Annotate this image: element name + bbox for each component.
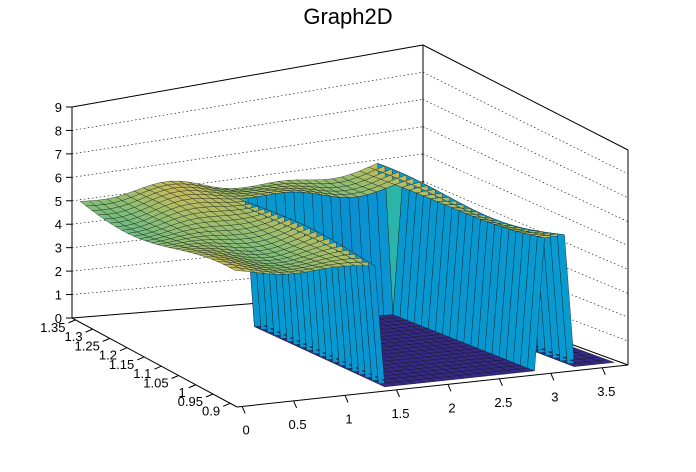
y-tick xyxy=(205,393,214,398)
z-tick-label: 5 xyxy=(55,194,62,209)
z-tick-label: 2 xyxy=(55,264,62,279)
x-tick-label: 3 xyxy=(551,389,558,404)
grid-line-left-wall xyxy=(71,99,424,155)
x-tick xyxy=(344,395,349,403)
x-tick-label: 2.5 xyxy=(494,395,512,410)
y-tick-label: 1.25 xyxy=(75,338,100,353)
y-tick-label: 1.35 xyxy=(40,320,65,335)
surface xyxy=(79,163,615,388)
x-tick xyxy=(550,373,555,381)
x-tick-label: 1.5 xyxy=(391,406,409,421)
y-tick xyxy=(154,365,162,370)
grid-line-right-wall xyxy=(422,126,629,222)
x-tick xyxy=(447,384,452,392)
z-tick-label: 4 xyxy=(55,217,62,232)
grid-line-left-wall xyxy=(71,262,424,295)
x-tick-label: 1 xyxy=(345,411,352,426)
z-tick-label: 7 xyxy=(55,147,62,162)
z-tick-label: 9 xyxy=(55,100,62,115)
y-tick-label: 0.9 xyxy=(202,403,220,418)
y-tick xyxy=(222,402,231,407)
y-tick-label: 1.1 xyxy=(133,366,151,381)
y-tick xyxy=(68,319,76,324)
x-axis-line xyxy=(236,364,629,408)
y-tick xyxy=(85,328,93,333)
y-tick-label: 1 xyxy=(179,385,186,400)
z-tick-label: 1 xyxy=(55,288,62,303)
x-tick-label: 3.5 xyxy=(597,384,615,399)
y-tick-label: 1.05 xyxy=(143,375,168,390)
y-tick-label: 0.95 xyxy=(178,394,203,409)
grid-line-left-wall xyxy=(71,153,424,202)
x-tick-label: 2 xyxy=(448,400,455,415)
grid-line-right-wall xyxy=(422,153,629,246)
y-tick xyxy=(102,337,111,342)
z-tick-label: 6 xyxy=(55,170,62,185)
x-tick xyxy=(396,389,400,398)
surface-cell xyxy=(596,359,615,364)
x-tick-label: 0.5 xyxy=(289,417,307,432)
grid-line-right-wall xyxy=(422,99,629,199)
z-tick-label: 3 xyxy=(55,241,62,256)
y-tick-label: 1.2 xyxy=(99,348,117,363)
x-tick xyxy=(498,378,503,387)
y-tick xyxy=(188,384,196,389)
frame-top-right-edge xyxy=(422,44,629,151)
grid-line-left-wall xyxy=(71,44,424,108)
y-axis-line xyxy=(71,317,238,408)
y-tick xyxy=(119,347,128,352)
grid-line-right-wall xyxy=(422,71,629,175)
z-tick-label: 0 xyxy=(55,311,62,326)
grid-line-right-wall xyxy=(422,180,629,270)
chart-title: Graph2D xyxy=(303,4,393,29)
y-tick xyxy=(171,375,179,379)
x-tick xyxy=(601,367,606,375)
x-tick xyxy=(241,406,246,414)
y-tick xyxy=(136,356,145,361)
x-tick xyxy=(293,400,298,409)
z-tick-label: 8 xyxy=(55,123,62,138)
grid-line-left-wall xyxy=(71,126,424,178)
x-tick-label: 0 xyxy=(243,422,250,437)
y-tick-label: 1.3 xyxy=(65,329,83,344)
y-tick-label: 1.15 xyxy=(109,357,134,372)
grid-line-left-wall xyxy=(71,71,424,131)
axes: 0 0.5 1 1.5 2 2.5 3 3.50.90.9511.051.11.151.21.… xyxy=(40,100,629,437)
